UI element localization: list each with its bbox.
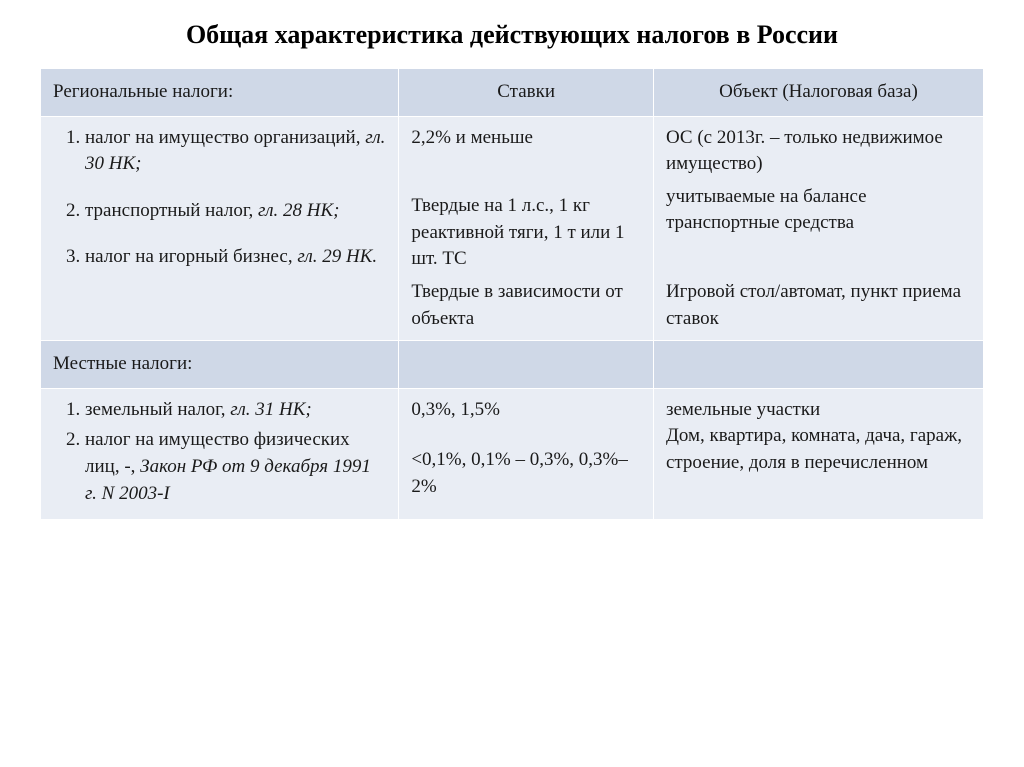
- base-value: ОС (с 2013г. – только недвижимое имущест…: [666, 125, 971, 178]
- tax-name: земельный налог,: [85, 399, 230, 420]
- tax-item: налог на имущество физических лиц, -, За…: [85, 427, 386, 507]
- table-row-local: земельный налог, гл. 31 НК; налог на иму…: [41, 388, 984, 519]
- table-header-regional: Региональные налоги: Ставки Объект (Нало…: [41, 69, 984, 117]
- header-rates: Ставки: [399, 69, 654, 117]
- rate-value: Твердые на 1 л.с., 1 кг реактивной тяги,…: [411, 193, 641, 273]
- header-base: Объект (Налоговая база): [653, 69, 983, 117]
- table-row-regional: налог на имущество организаций, гл. 30 Н…: [41, 116, 984, 341]
- local-taxes-cell: земельный налог, гл. 31 НК; налог на иму…: [41, 388, 399, 519]
- header-local-taxes: Местные налоги:: [41, 341, 399, 389]
- header-empty: [399, 341, 654, 389]
- tax-ref: гл. 31 НК;: [230, 399, 311, 420]
- taxes-table: Региональные налоги: Ставки Объект (Нало…: [40, 68, 984, 520]
- tax-item: налог на игорный бизнес, гл. 29 НК.: [85, 244, 386, 271]
- tax-name: налог на имущество организаций,: [85, 127, 365, 148]
- base-value: земельные участки: [666, 397, 971, 424]
- regional-base-cell: ОС (с 2013г. – только недвижимое имущест…: [653, 116, 983, 341]
- tax-item: транспортный налог, гл. 28 НК;: [85, 198, 386, 225]
- slide-title: Общая характеристика действующих налогов…: [40, 20, 984, 50]
- rate-value: 2,2% и меньше: [411, 125, 641, 152]
- regional-taxes-cell: налог на имущество организаций, гл. 30 Н…: [41, 116, 399, 341]
- base-value: учитываемые на балансе транспортные сред…: [666, 184, 971, 237]
- header-empty: [653, 341, 983, 389]
- regional-rates-cell: 2,2% и меньше Твердые на 1 л.с., 1 кг ре…: [399, 116, 654, 341]
- tax-ref: гл. 28 НК;: [258, 200, 339, 221]
- table-header-local: Местные налоги:: [41, 341, 984, 389]
- tax-item: земельный налог, гл. 31 НК;: [85, 397, 386, 424]
- tax-name: транспортный налог,: [85, 200, 258, 221]
- rate-value: 0,3%, 1,5%: [411, 397, 641, 424]
- base-value: Игровой стол/автомат, пункт приема ставо…: [666, 279, 971, 332]
- local-rates-cell: 0,3%, 1,5% <0,1%, 0,1% – 0,3%, 0,3%– 2%: [399, 388, 654, 519]
- header-taxes: Региональные налоги:: [41, 69, 399, 117]
- base-value: Дом, квартира, комната, дача, гараж, стр…: [666, 423, 971, 476]
- tax-ref: гл. 29 НК.: [297, 246, 377, 267]
- rate-value: Твердые в зависимости от объекта: [411, 279, 641, 332]
- local-base-cell: земельные участки Дом, квартира, комната…: [653, 388, 983, 519]
- rate-value: <0,1%, 0,1% – 0,3%, 0,3%– 2%: [411, 447, 641, 500]
- tax-item: налог на имущество организаций, гл. 30 Н…: [85, 125, 386, 178]
- tax-name: налог на игорный бизнес,: [85, 246, 297, 267]
